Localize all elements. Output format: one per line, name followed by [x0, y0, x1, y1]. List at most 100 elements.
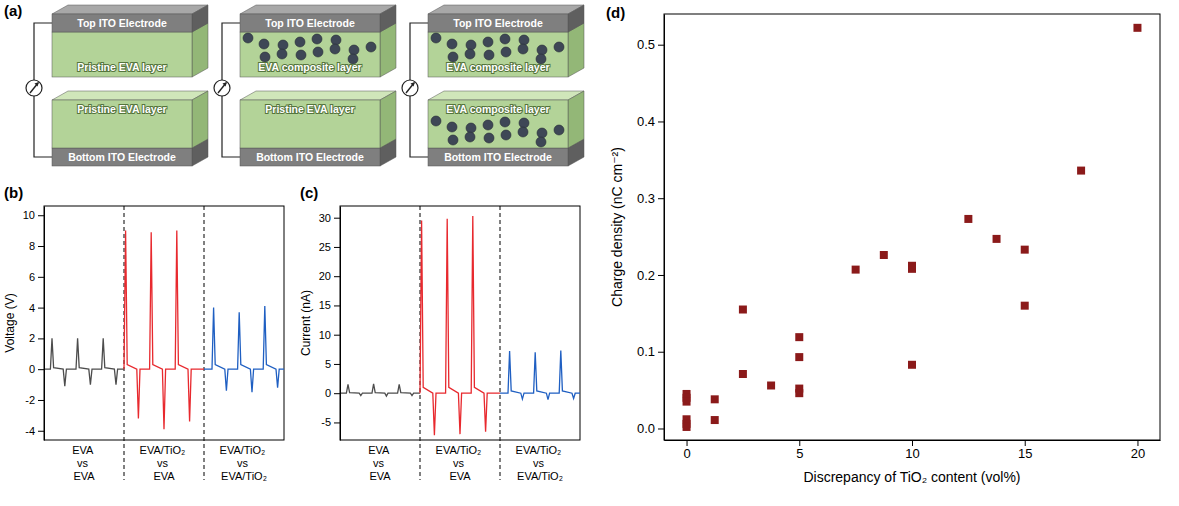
particle: [537, 45, 547, 55]
panel-label: (b): [4, 184, 23, 201]
top-layer-front: [52, 32, 192, 77]
tick-label: 25: [319, 241, 331, 253]
tick: 10: [905, 440, 919, 461]
group-label-line: vs: [453, 457, 467, 469]
bottom-layer: [428, 91, 584, 148]
tick-mark: [658, 352, 664, 353]
y-axis-title: Current (nA): [299, 290, 313, 356]
tick-label: -4: [25, 425, 35, 437]
tick-label: -5: [321, 416, 331, 428]
tick-label: 10: [23, 209, 35, 221]
electrode-label: Bottom ITO Electrode: [444, 151, 552, 163]
tick-label: 30: [319, 212, 331, 224]
tick-label: 20: [1131, 446, 1145, 461]
meter-arrowhead: [35, 82, 40, 87]
bottom-electrode-front: [52, 148, 192, 166]
tick-mark: [687, 440, 688, 446]
group-label-line: vs: [157, 457, 171, 469]
point: [795, 333, 803, 341]
top-electrode-side: [568, 5, 584, 32]
particle: [331, 35, 341, 45]
tick-mark: [334, 218, 340, 219]
tick-label: 20: [319, 270, 331, 282]
top-electrode-side: [380, 5, 396, 32]
trace: [500, 350, 580, 399]
group-label-line: EVA/TiO₂: [140, 444, 189, 456]
tick-label: 0.1: [637, 344, 655, 359]
bottom-layer-side: [192, 91, 208, 148]
plot-area: [683, 24, 1142, 431]
group-label-line: EVA: [153, 470, 175, 482]
particle: [501, 130, 511, 140]
group-label: EVA vs EVA: [368, 444, 392, 482]
group-label: EVA vs EVA: [72, 444, 96, 482]
tick: 30: [319, 212, 340, 224]
panel-line: -4-20246810EVA vs EVAEVA/TiO₂ vs EVAEVA/…: [3, 206, 284, 482]
layer-label: EVA composite layer: [446, 103, 549, 115]
trace: [124, 231, 204, 430]
particle: [295, 37, 305, 47]
meter: [26, 80, 42, 96]
tick: 0.1: [637, 344, 664, 359]
bottom-layer-front: [240, 100, 380, 148]
point: [964, 215, 972, 223]
group-label-line: EVA/TiO₂: [220, 444, 269, 456]
top-layer-side: [192, 23, 208, 77]
tick-mark: [658, 275, 664, 276]
meter: [402, 80, 418, 96]
tick-mark: [912, 440, 913, 446]
meter-arrow: [218, 83, 226, 93]
panel-a: Pristine EVA layer Top ITO Electrode Botto…: [26, 5, 584, 166]
axis: 05101520: [665, 440, 1161, 461]
point: [1077, 167, 1085, 175]
tick-mark: [38, 246, 44, 247]
panel-label: (d): [606, 4, 625, 21]
point: [852, 266, 860, 274]
group-label: EVA/TiO₂ vs EVA/TiO₂: [220, 444, 269, 482]
particle: [349, 45, 359, 55]
electrode-label: Top ITO Electrode: [77, 17, 167, 29]
tick: 0: [683, 440, 690, 461]
particle: [500, 34, 510, 44]
tick: 10: [319, 329, 340, 341]
group-label-line: EVA/TiO₂: [517, 470, 563, 482]
particle: [330, 44, 340, 54]
bottom-layer: [240, 91, 396, 148]
point: [908, 361, 916, 369]
tick: 20: [1131, 440, 1145, 461]
axis: -4-20246810: [23, 207, 45, 441]
particle: [519, 35, 529, 45]
top-electrode-side: [192, 5, 208, 32]
panel-line: -5051015202530EVA vs EVAEVA/TiO₂ vs EVAE…: [299, 206, 580, 482]
tick: -2: [25, 394, 44, 406]
particle: [483, 120, 493, 130]
meter: [214, 80, 230, 96]
bottom-layer-side: [380, 91, 396, 148]
panel-label: (a): [4, 2, 22, 19]
particle: [518, 44, 528, 54]
plot-frame: [664, 14, 1160, 440]
group-label-line: EVA: [368, 444, 392, 456]
layer-label: EVA composite layer: [446, 61, 549, 73]
particle: [484, 50, 494, 60]
group-label-line: EVA/TiO₂: [436, 444, 485, 456]
group-label-line: EVA/TiO₂: [516, 444, 565, 456]
tick-mark: [334, 335, 340, 336]
tick-label: 10: [905, 446, 919, 461]
tick-mark: [38, 277, 44, 278]
tick-label: 0.4: [637, 114, 655, 129]
electrode-label: Top ITO Electrode: [453, 17, 543, 29]
tick: -5: [321, 416, 340, 428]
tick: 5: [796, 440, 803, 461]
layer-label: Pristine EVA layer: [77, 103, 166, 115]
tick-label: 0: [325, 387, 331, 399]
y-axis-title: Charge density (nC cm⁻²): [609, 147, 625, 307]
x-axis-title: Discrepancy of TiO₂ content (vol%): [803, 469, 1020, 485]
particle: [243, 33, 253, 43]
bottom-electrode-front: [428, 148, 568, 166]
device: EVA composite layer Top ITO Electrode Bott…: [402, 5, 584, 166]
meter-arrow: [406, 83, 414, 93]
top-electrode-top: [52, 5, 208, 14]
separator: [500, 206, 501, 480]
particle: [554, 42, 564, 52]
